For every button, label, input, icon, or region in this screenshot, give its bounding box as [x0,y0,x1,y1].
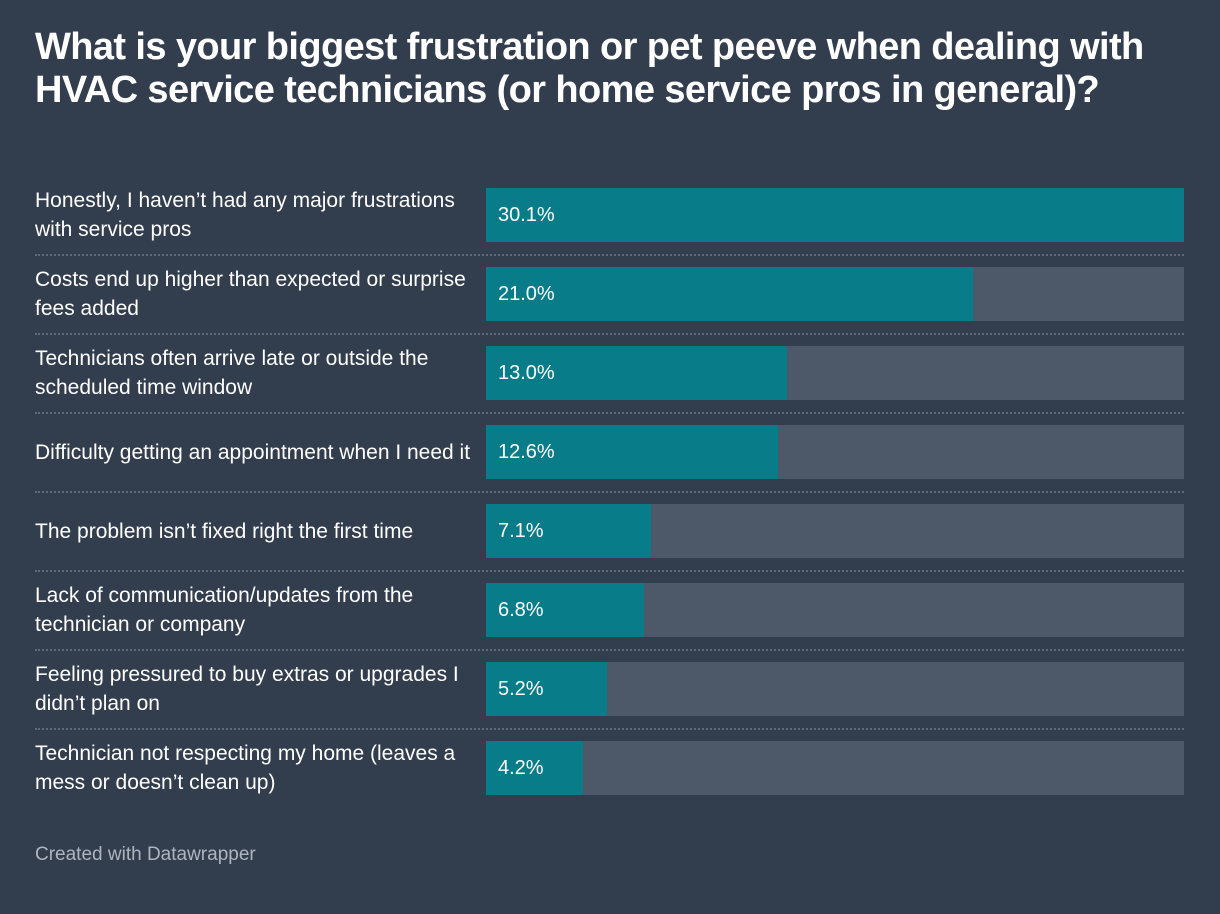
row-separator [35,649,1184,651]
row-separator [35,570,1184,572]
bar-row: Technician not respecting my home (leave… [35,741,1184,795]
bar-row: Costs end up higher than expected or sur… [35,267,1184,321]
bar [486,504,651,558]
value-label: 6.8% [498,599,544,621]
bar [486,188,1184,242]
value-label: 21.0% [498,283,555,305]
bar [486,662,607,716]
category-label: Difficulty getting an appointment when I… [35,440,471,464]
bar-row: Lack of communication/updates from the t… [35,583,1184,637]
bar-row: Honestly, I haven’t had any major frustr… [35,188,1184,242]
chart-title: What is your biggest frustration or pet … [35,26,1144,111]
category-label: The problem isn’t fixed right the first … [35,519,414,543]
value-label: 5.2% [498,678,544,700]
row-separator [35,254,1184,256]
bar [486,741,584,795]
row-separator [35,412,1184,414]
category-label: Lack of communication/updates from the t… [35,584,414,636]
bar-track: 21.0% [486,267,1184,321]
bar-track: 7.1% [486,504,1184,558]
row-separator [35,728,1184,730]
category-label: Feeling pressured to buy extras or upgra… [35,663,459,715]
category-label: Honestly, I haven’t had any major frustr… [35,189,455,241]
category-label: Technician not respecting my home (leave… [35,742,456,794]
bar-track: 6.8% [486,583,1184,637]
datawrapper-credit: Created with Datawrapper [35,844,256,865]
row-separator [35,491,1184,493]
bar-row: Technicians often arrive late or outside… [35,346,1184,400]
bar-row: The problem isn’t fixed right the first … [35,504,1184,558]
bar-row: Feeling pressured to buy extras or upgra… [35,662,1184,716]
bar [486,425,779,479]
row-separator [35,333,1184,335]
bar-track: 4.2% [486,741,1184,795]
bar-row: Difficulty getting an appointment when I… [35,425,1184,479]
value-label: 4.2% [498,757,544,779]
bar [486,346,788,400]
value-label: 30.1% [498,204,555,226]
value-label: 12.6% [498,441,555,463]
bar-track: 13.0% [486,346,1184,400]
bar [486,267,973,321]
category-label: Costs end up higher than expected or sur… [35,268,466,320]
bar [486,583,644,637]
bar-track: 5.2% [486,662,1184,716]
bar-track: 30.1% [486,188,1184,242]
category-label: Technicians often arrive late or outside… [35,347,429,399]
bar-track: 12.6% [486,425,1184,479]
value-label: 13.0% [498,362,555,384]
value-label: 7.1% [498,520,544,542]
